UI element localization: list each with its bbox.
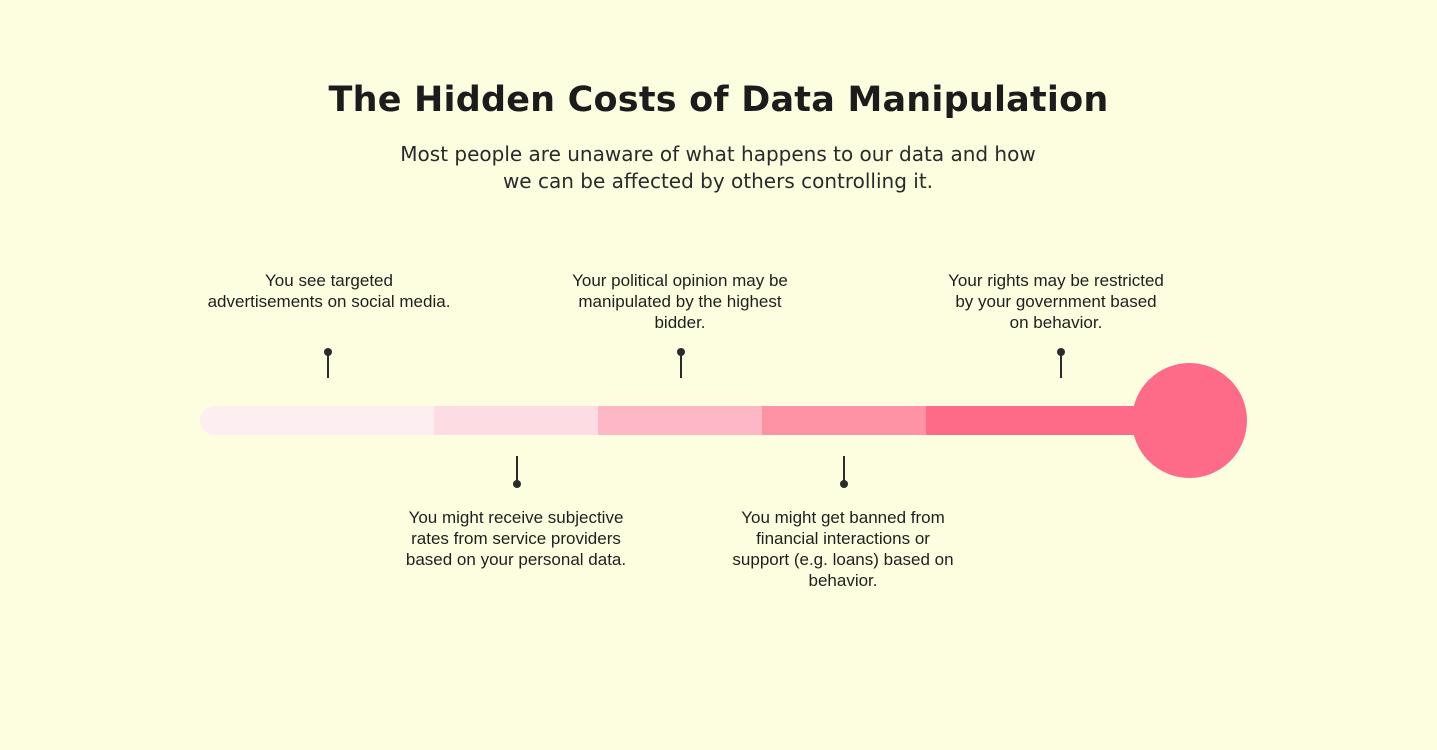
subtitle-line-2: we can be affected by others controlling… <box>502 169 934 193</box>
event-5-line-3: on behavior. <box>1009 313 1103 332</box>
marker-4-dot <box>840 480 848 488</box>
marker-5-stem <box>1060 352 1062 378</box>
event-4-line-1: You might get banned from <box>741 508 945 527</box>
timeline-marker-2 <box>512 456 522 488</box>
marker-3-stem <box>680 352 682 378</box>
event-label-political-opinion: Your political opinion may be manipulate… <box>530 270 830 333</box>
event-4-line-4: behavior. <box>808 571 878 590</box>
event-5-line-1: Your rights may be restricted <box>948 271 1164 290</box>
timeline-marker-4 <box>839 456 849 488</box>
event-4-line-3: support (e.g. loans) based on <box>732 550 954 569</box>
timeline-marker-5 <box>1056 348 1066 380</box>
event-2-line-3: based on your personal data. <box>405 550 627 569</box>
event-3-line-2: manipulated by the highest <box>578 292 782 311</box>
event-3-line-1: Your political opinion may be <box>572 271 788 290</box>
timeline-segment-1 <box>200 406 436 435</box>
marker-1-stem <box>327 352 329 378</box>
marker-4-stem <box>843 456 845 482</box>
event-2-line-2: rates from service providers <box>411 529 621 548</box>
event-label-rights-restricted: Your rights may be restricted by your go… <box>906 270 1206 333</box>
event-3-line-3: bidder. <box>654 313 706 332</box>
timeline-segment-5 <box>926 406 1166 435</box>
subtitle-line-1: Most people are unaware of what happens … <box>400 142 1036 166</box>
timeline-end-circle <box>1132 363 1247 478</box>
event-4-line-2: financial interactions or <box>756 529 930 548</box>
page-subtitle: Most people are unaware of what happens … <box>318 141 1118 195</box>
marker-2-dot <box>513 480 521 488</box>
page-title: The Hidden Costs of Data Manipulation <box>328 80 1109 120</box>
event-1-line-2: advertisements on social media. <box>207 292 451 311</box>
timeline-segment-2 <box>434 406 600 435</box>
timeline-marker-1 <box>323 348 333 380</box>
timeline-segment-3 <box>598 406 764 435</box>
event-label-targeted-ads: You see targeted advertisements on socia… <box>179 270 479 312</box>
event-label-subjective-rates: You might receive subjective rates from … <box>366 507 666 570</box>
event-label-financial-ban: You might get banned from financial inte… <box>693 507 993 591</box>
timeline-segment-4 <box>762 406 928 435</box>
marker-2-stem <box>516 456 518 482</box>
event-2-line-1: You might receive subjective <box>408 508 624 527</box>
event-1-line-1: You see targeted <box>265 271 393 290</box>
timeline-marker-3 <box>676 348 686 380</box>
event-5-line-2: by your government based <box>955 292 1157 311</box>
